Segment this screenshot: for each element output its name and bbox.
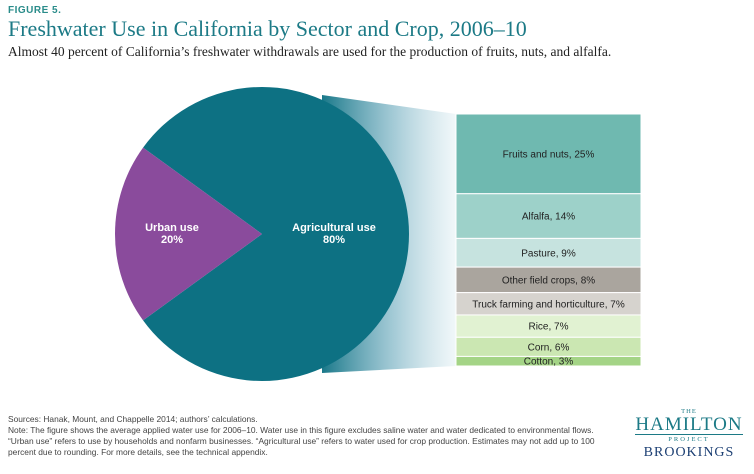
- breakdown-label-3: Other field crops, 8%: [502, 275, 595, 286]
- logo-brookings: BROOKINGS: [643, 445, 735, 460]
- sources-text: Sources: Hanak, Mount, and Chappelle 201…: [8, 414, 258, 424]
- logo-hamilton: HAMILTON: [635, 414, 743, 435]
- chart-subtitle: Almost 40 percent of California’s freshw…: [8, 44, 612, 59]
- breakdown-label-1: Alfalfa, 14%: [522, 212, 575, 223]
- breakdown-segment-1: [455, 193, 642, 239]
- breakdown-label-2: Pasture, 9%: [521, 248, 576, 259]
- pie-label-urban-use: Urban use: [145, 222, 199, 234]
- breakdown-label-5: Rice, 7%: [528, 322, 568, 333]
- breakdown-label-0: Fruits and nuts, 25%: [503, 149, 595, 160]
- chart-title: Freshwater Use in California by Sector a…: [8, 16, 527, 41]
- note-text: Note: The figure shows the average appli…: [8, 425, 595, 457]
- pie-value-agricultural-use: 80%: [323, 234, 345, 246]
- logo-the: THE: [681, 408, 697, 415]
- breakdown-segment-2: [455, 237, 642, 268]
- breakdown-segment-7: [455, 355, 642, 367]
- breakdown-label-6: Corn, 6%: [528, 342, 570, 353]
- breakdown-label-7: Cotton, 3%: [524, 357, 574, 368]
- hamilton-brookings-logo: THE HAMILTON PROJECT BROOKINGS: [630, 408, 748, 461]
- source-notes: Sources: Hanak, Mount, and Chappelle 201…: [8, 414, 618, 458]
- pie-slice-agricultural-use: [143, 87, 410, 381]
- breakdown-segment-0: [455, 113, 642, 195]
- breakdown-label-4: Truck farming and horticulture, 7%: [472, 299, 625, 310]
- pie-slice-urban-use: [115, 147, 263, 321]
- pie-value-urban-use: 20%: [161, 234, 183, 246]
- pie-label-agricultural-use: Agricultural use: [292, 222, 376, 234]
- logo-project: PROJECT: [668, 436, 710, 443]
- figure-label: FIGURE 5.: [8, 5, 62, 16]
